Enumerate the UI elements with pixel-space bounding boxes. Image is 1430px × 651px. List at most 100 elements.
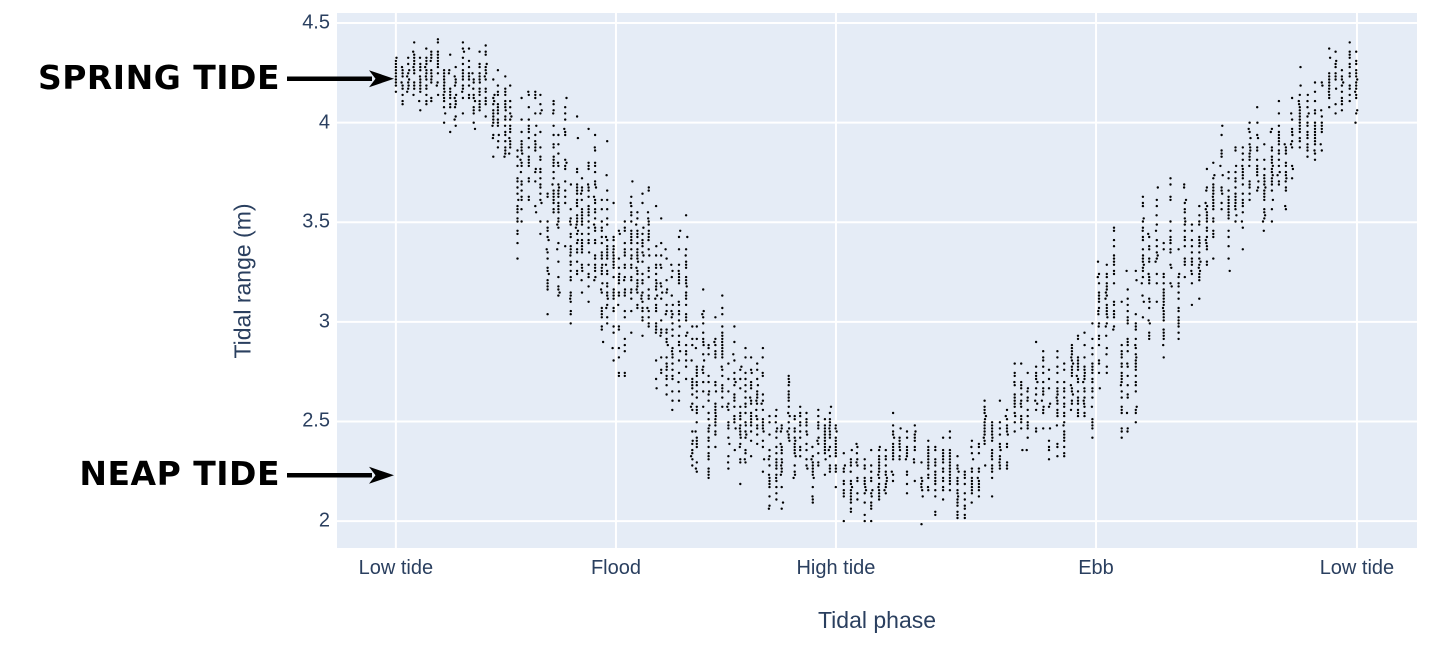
data-point bbox=[1205, 260, 1209, 263]
data-point bbox=[623, 316, 626, 319]
data-point bbox=[792, 476, 795, 480]
data-point bbox=[1284, 174, 1288, 177]
data-point bbox=[654, 297, 657, 300]
data-point bbox=[617, 229, 621, 232]
data-point bbox=[891, 458, 895, 461]
data-point bbox=[484, 44, 487, 47]
data-point bbox=[1340, 84, 1344, 87]
data-point bbox=[828, 421, 832, 424]
data-point bbox=[520, 198, 523, 202]
data-point bbox=[592, 223, 596, 226]
data-point bbox=[587, 226, 590, 229]
data-point bbox=[623, 294, 626, 297]
data-point bbox=[606, 272, 609, 276]
data-point bbox=[575, 198, 579, 202]
data-point bbox=[805, 411, 808, 415]
data-point bbox=[1082, 402, 1086, 405]
data-point bbox=[580, 214, 584, 217]
data-point bbox=[1134, 325, 1138, 328]
data-point bbox=[702, 337, 705, 341]
data-point bbox=[641, 192, 644, 195]
data-point bbox=[484, 103, 487, 106]
data-point bbox=[1126, 430, 1129, 433]
data-point bbox=[1205, 245, 1209, 248]
data-point bbox=[1348, 65, 1351, 69]
data-point bbox=[655, 282, 658, 285]
data-point bbox=[612, 359, 615, 362]
data-point bbox=[956, 482, 959, 486]
data-point bbox=[761, 418, 765, 421]
data-point bbox=[1221, 192, 1224, 195]
data-point bbox=[934, 458, 937, 461]
data-point bbox=[714, 430, 717, 433]
data-point bbox=[1340, 75, 1344, 78]
data-point bbox=[492, 112, 495, 115]
data-point bbox=[520, 130, 523, 134]
data-point bbox=[695, 421, 698, 424]
data-point bbox=[623, 343, 626, 347]
data-point bbox=[419, 109, 422, 112]
data-point bbox=[1134, 322, 1138, 325]
data-point bbox=[593, 164, 597, 168]
data-point bbox=[957, 470, 960, 473]
data-point bbox=[1134, 365, 1138, 368]
data-point bbox=[749, 368, 753, 371]
data-point bbox=[478, 99, 481, 103]
data-point bbox=[1190, 260, 1194, 263]
data-point bbox=[401, 103, 404, 106]
data-point bbox=[1328, 87, 1331, 90]
data-point bbox=[970, 439, 974, 442]
data-point bbox=[1141, 226, 1145, 229]
data-point bbox=[1134, 269, 1138, 273]
data-point bbox=[503, 124, 507, 128]
data-point bbox=[1013, 399, 1016, 402]
data-point bbox=[564, 164, 567, 168]
data-point bbox=[1290, 130, 1294, 134]
data-point bbox=[677, 235, 681, 239]
data-point bbox=[695, 368, 698, 371]
data-point bbox=[817, 442, 820, 446]
data-point bbox=[1126, 350, 1129, 353]
data-point bbox=[998, 445, 1002, 449]
data-point bbox=[1004, 414, 1007, 418]
data-point bbox=[1148, 331, 1151, 334]
data-point bbox=[983, 421, 986, 424]
data-point bbox=[1155, 238, 1159, 242]
data-point bbox=[977, 479, 981, 483]
data-point bbox=[1212, 177, 1215, 180]
data-point bbox=[934, 448, 937, 452]
data-point bbox=[1034, 430, 1038, 433]
data-point bbox=[1220, 149, 1223, 152]
data-point bbox=[461, 72, 465, 75]
data-point bbox=[1284, 189, 1288, 192]
data-point bbox=[442, 93, 445, 97]
data-point bbox=[805, 433, 809, 436]
data-point bbox=[891, 433, 895, 436]
data-point bbox=[1277, 99, 1281, 103]
data-point bbox=[1040, 399, 1044, 402]
data-point bbox=[744, 461, 747, 464]
data-point bbox=[1076, 377, 1080, 381]
data-point bbox=[647, 322, 650, 325]
data-point bbox=[1126, 374, 1129, 378]
data-point bbox=[749, 421, 753, 424]
data-point bbox=[491, 136, 495, 140]
data-point bbox=[504, 109, 507, 112]
data-point bbox=[905, 473, 909, 476]
data-point bbox=[1141, 266, 1145, 269]
data-point bbox=[1284, 204, 1287, 208]
data-point bbox=[1190, 251, 1194, 254]
data-point bbox=[811, 498, 814, 501]
data-point bbox=[617, 346, 621, 350]
data-point bbox=[557, 260, 560, 263]
data-point bbox=[1198, 235, 1201, 239]
data-point bbox=[1112, 257, 1116, 260]
data-point bbox=[898, 436, 901, 439]
data-point bbox=[977, 467, 981, 470]
data-point bbox=[1135, 279, 1138, 282]
data-point bbox=[527, 155, 530, 158]
data-point bbox=[1112, 269, 1116, 273]
data-point bbox=[834, 464, 837, 467]
data-point bbox=[1284, 208, 1288, 211]
data-point bbox=[963, 507, 966, 510]
